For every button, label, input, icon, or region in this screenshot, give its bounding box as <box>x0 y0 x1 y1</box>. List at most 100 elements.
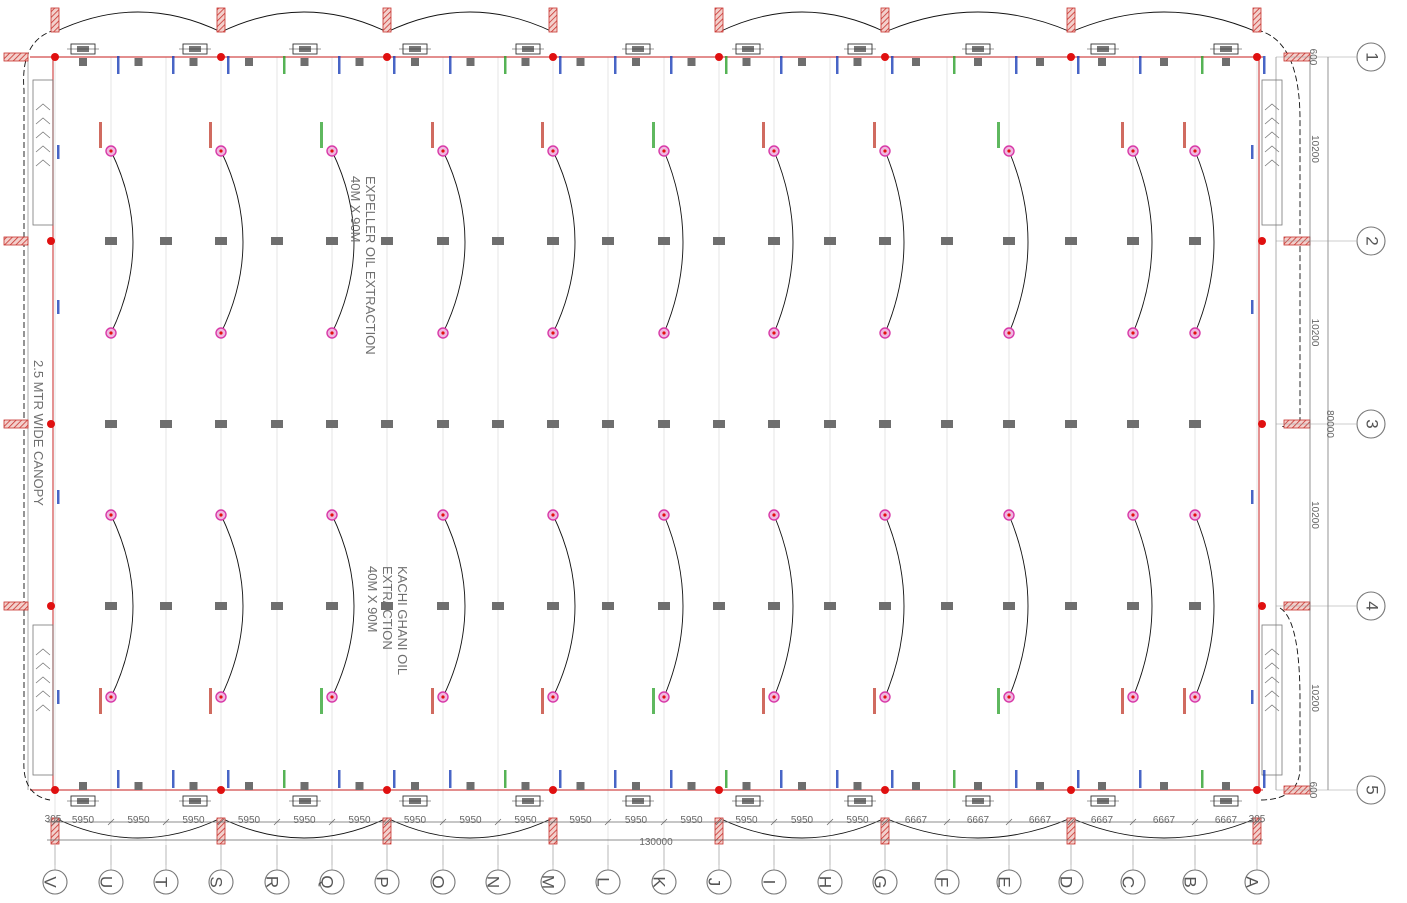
stair-block-0 <box>32 79 54 226</box>
light-fixture-core <box>219 695 223 699</box>
wall-pier <box>687 782 696 790</box>
column-bubble-P <box>374 869 400 895</box>
fixture-tag <box>431 122 434 148</box>
wall-tag-top <box>953 56 956 74</box>
row-bubble-label: 3 <box>1363 419 1382 428</box>
pedestal-top <box>216 7 226 33</box>
bay-dimension-2: 5950 <box>127 815 150 826</box>
dim-tick <box>51 818 59 826</box>
pier-marker <box>1003 602 1015 610</box>
top-circuit-arc <box>220 11 388 33</box>
column-bubble-label: M <box>539 875 558 889</box>
bottom-circuit-arc <box>220 817 388 839</box>
fixture-tag <box>99 122 102 148</box>
column-bubble-label: C <box>1119 876 1138 888</box>
dim-tick <box>881 818 889 826</box>
light-fixture-core <box>883 149 887 153</box>
fixture-tag <box>320 688 323 714</box>
pedestal-left <box>3 601 29 611</box>
stair-chevron <box>35 676 51 684</box>
wall-pier <box>300 58 309 66</box>
column-dot <box>1067 786 1075 794</box>
light-fixture-core <box>441 149 445 153</box>
row-bubble-2 <box>1356 226 1386 256</box>
column-bubble-label: G <box>871 875 890 888</box>
wall-tag-top <box>504 56 507 74</box>
fixture-tag <box>431 688 434 714</box>
pedestal-bottom <box>548 817 558 845</box>
wall-tag-top <box>1263 56 1266 74</box>
top-circuit-arc <box>386 11 554 33</box>
wall-tag-bottom <box>1015 770 1018 788</box>
pier-marker <box>215 237 227 245</box>
light-fixture-core <box>109 149 113 153</box>
column-dot <box>217 786 225 794</box>
wall-pier <box>798 782 806 790</box>
wall-pier <box>189 58 198 66</box>
dim-tick <box>273 818 281 826</box>
light-fixture-core <box>1131 149 1135 153</box>
bay-dimension-20: 6667 <box>1153 815 1176 826</box>
column-bubble-Q <box>319 869 345 895</box>
fixture-circuit-arc <box>331 150 355 334</box>
edge-dimension-right: 305 <box>1249 814 1266 825</box>
column-bubble-label: L <box>594 877 613 886</box>
light-fixture-core <box>330 513 334 517</box>
wall-tag-top <box>614 56 617 74</box>
bay-dimension-11: 5950 <box>625 815 648 826</box>
fixture-tag <box>997 122 1000 148</box>
wall-pier <box>189 782 198 790</box>
wall-pier <box>742 782 751 790</box>
dim-tick <box>1005 818 1013 826</box>
pier-marker <box>1189 237 1201 245</box>
stair-chevron <box>35 117 51 125</box>
bay-dimension-18: 6667 <box>1029 815 1052 826</box>
edge-dimension-left: 305 <box>45 814 62 825</box>
light-fixture-core <box>1131 513 1135 517</box>
pedestal-bottom <box>880 817 890 845</box>
fixture-tag <box>762 122 765 148</box>
top-circuit-arc <box>884 11 1072 33</box>
dim-tick <box>604 818 612 826</box>
wall-pier <box>576 58 585 66</box>
column-bubble-C <box>1120 869 1146 895</box>
pedestal-top <box>382 7 392 33</box>
pedestal-left <box>3 52 29 62</box>
bay-dimension-5: 5950 <box>293 815 316 826</box>
bay-dimension-15: 5950 <box>846 815 869 826</box>
fixture-tag <box>762 688 765 714</box>
grid-bubbles: V U T S R Q P O N M L K J I H G F E D C B A 1 2 3 4 5 <box>41 42 1386 895</box>
fixture-tag <box>1121 122 1124 148</box>
column-bubble-label: T <box>152 877 171 887</box>
dim-tick <box>1191 818 1199 826</box>
light-fixture-core <box>772 695 776 699</box>
fixture-circuit-arc <box>331 514 355 698</box>
bay-dimension-9: 5950 <box>514 815 537 826</box>
wall-tag-right <box>1251 145 1254 159</box>
column-dot <box>47 602 55 610</box>
pier-marker <box>768 237 780 245</box>
wall-tag-bottom <box>614 770 617 788</box>
bay-dimension-19: 6667 <box>1091 815 1114 826</box>
dimension-lines: 5950 5950 5950 5950 5950 5950 5950 5950 5950 5950… <box>47 56 1356 841</box>
pier-marker <box>437 602 449 610</box>
pier-marker <box>658 420 670 428</box>
light-fixture-core <box>1007 331 1011 335</box>
dim-tick <box>328 818 336 826</box>
light-fixture-core <box>883 331 887 335</box>
pier-marker <box>1127 420 1139 428</box>
light-fixture-core <box>662 695 666 699</box>
light-fixture-core <box>772 513 776 517</box>
dim-tick <box>1129 818 1137 826</box>
wall-tag-bottom <box>1139 770 1142 788</box>
pier-marker <box>271 420 283 428</box>
grid-lines <box>54 57 1258 865</box>
bay-dimension-7: 5950 <box>404 815 427 826</box>
right-circuit-arc-bottom <box>1259 607 1301 801</box>
pier-marker <box>1189 602 1201 610</box>
wall-pier <box>1098 782 1106 790</box>
stair-chevron <box>1264 117 1280 125</box>
fixture-tag <box>320 122 323 148</box>
pedestal-top <box>714 7 724 33</box>
